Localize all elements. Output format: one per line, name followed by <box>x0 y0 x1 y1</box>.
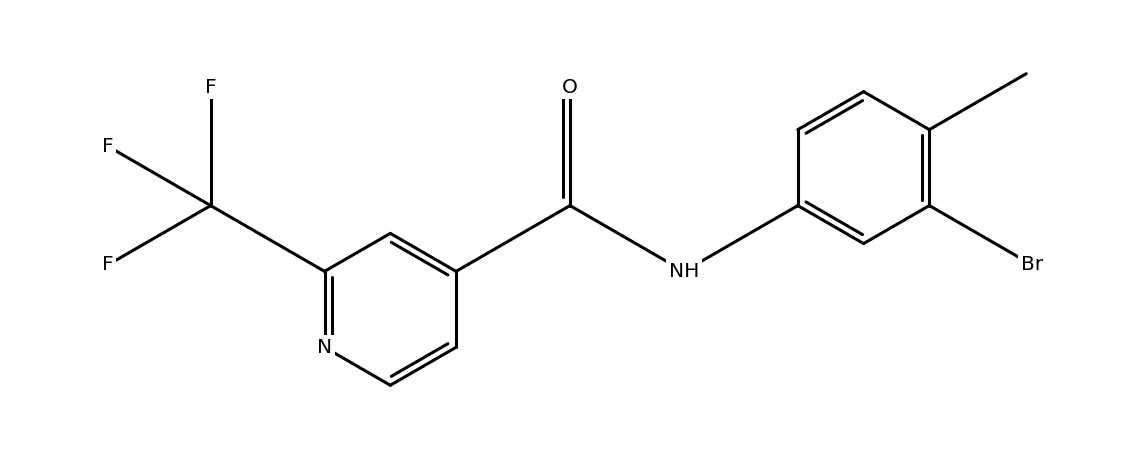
Text: NH: NH <box>669 262 699 281</box>
Text: Br: Br <box>1020 255 1043 274</box>
Text: N: N <box>317 338 332 357</box>
Text: O: O <box>562 78 578 97</box>
Text: F: F <box>205 78 217 97</box>
Text: F: F <box>103 137 114 156</box>
Text: F: F <box>103 255 114 274</box>
